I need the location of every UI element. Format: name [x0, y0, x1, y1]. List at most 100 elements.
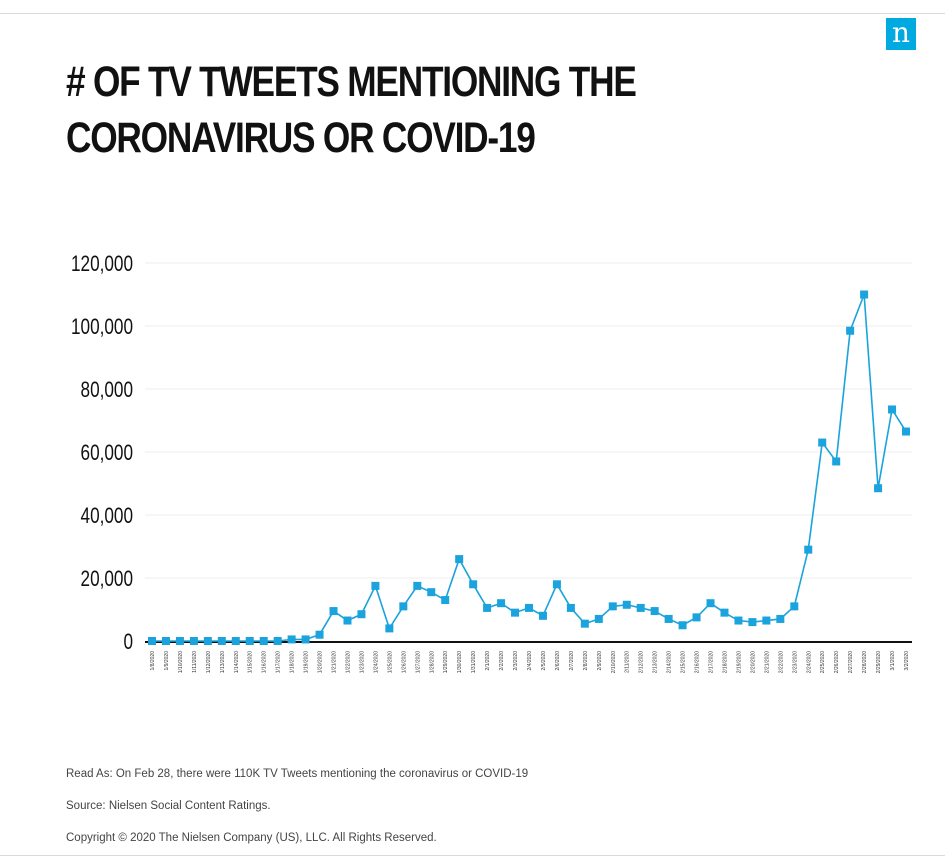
x-tick-label: 1/13/2020	[220, 651, 226, 673]
y-tick-label: 120,000	[71, 252, 133, 277]
title-line-2: CORONAVIRUS OR COVID-19	[66, 114, 536, 162]
x-tick-label: 1/19/2020	[304, 651, 310, 673]
x-tick-label: 1/27/2020	[415, 651, 421, 673]
x-tick-label: 1/25/2020	[387, 651, 393, 673]
data-point	[413, 581, 422, 590]
data-point	[580, 619, 589, 628]
x-tick-label: 2/12/2020	[639, 651, 645, 673]
series-line	[152, 294, 907, 642]
data-point	[650, 607, 659, 616]
y-tick-label: 100,000	[71, 315, 133, 340]
data-point	[497, 599, 506, 608]
x-tick-label: 1/10/2020	[178, 651, 184, 673]
line-chart: 020,00040,00060,00080,000100,000120,000 …	[71, 252, 912, 673]
x-tick-label: 1/29/2020	[443, 651, 449, 673]
data-point	[511, 608, 520, 617]
x-tick-label: 1/30/2020	[457, 651, 463, 673]
data-point	[804, 545, 813, 554]
data-point	[148, 637, 156, 645]
x-tick-label: 1/12/2020	[206, 651, 212, 673]
data-point	[664, 614, 673, 623]
x-tick-label: 2/18/2020	[722, 651, 728, 673]
x-tick-label: 1/16/2020	[262, 651, 268, 673]
y-tick-label: 40,000	[81, 504, 133, 529]
data-point	[608, 602, 617, 611]
gridlines	[145, 262, 912, 579]
x-tick-label: 1/9/2020	[164, 651, 170, 671]
x-tick-label: 1/31/2020	[471, 651, 477, 673]
x-tick-label: 2/9/2020	[597, 651, 603, 671]
x-tick-label: 1/21/2020	[332, 651, 338, 673]
x-tick-label: 2/11/2020	[625, 651, 631, 673]
data-point	[888, 405, 897, 414]
y-tick-label: 20,000	[81, 567, 133, 592]
data-point	[552, 580, 561, 589]
x-tick-label: 2/5/2020	[541, 651, 547, 671]
data-point	[692, 613, 701, 622]
data-point	[399, 602, 408, 611]
data-point	[259, 637, 268, 645]
x-tick-label: 1/14/2020	[234, 651, 240, 673]
x-tick-label: 2/13/2020	[653, 651, 659, 673]
data-point	[385, 624, 394, 633]
x-tick-label: 3/1/2020	[890, 651, 896, 671]
x-tick-label: 2/16/2020	[695, 651, 701, 673]
data-point	[846, 326, 855, 335]
data-point	[189, 637, 198, 645]
x-tick-label: 2/29/2020	[876, 651, 882, 673]
source-note: Source: Nielsen Social Content Ratings.	[66, 800, 271, 812]
x-tick-label: 1/26/2020	[401, 651, 407, 673]
y-tick-label: 80,000	[81, 378, 133, 403]
x-tick-label: 2/15/2020	[681, 651, 687, 673]
data-point	[217, 637, 226, 645]
data-point	[371, 581, 380, 590]
data-point	[483, 603, 492, 612]
x-tick-label: 2/25/2020	[820, 651, 826, 673]
data-point	[231, 637, 240, 645]
x-tick-label: 2/7/2020	[569, 651, 575, 671]
x-tick-label: 3/2/2020	[904, 651, 910, 671]
data-point	[874, 484, 883, 493]
x-tick-label: 2/8/2020	[583, 651, 589, 671]
chart-title: # OF TV TWEETS MENTIONING THE CORONAVIRU…	[66, 54, 771, 166]
x-tick-label: 2/17/2020	[709, 651, 715, 673]
data-point	[329, 607, 338, 616]
footer-notes: Read As: On Feb 28, there were 110K TV T…	[66, 760, 528, 856]
data-point	[538, 611, 547, 620]
data-point	[776, 614, 785, 623]
x-tick-label: 2/2/2020	[499, 651, 505, 671]
x-tick-label: 1/24/2020	[373, 651, 379, 673]
x-tick-label: 2/4/2020	[527, 651, 533, 671]
data-point	[343, 616, 352, 625]
bottom-divider	[0, 855, 945, 856]
x-tick-label: 2/20/2020	[750, 651, 756, 673]
x-tick-label: 1/11/2020	[192, 651, 198, 673]
data-point	[818, 438, 827, 447]
data-point	[357, 610, 366, 619]
x-tick-label: 1/17/2020	[276, 651, 282, 673]
data-point	[594, 614, 603, 623]
x-tick-label: 1/20/2020	[318, 651, 324, 673]
x-tick-label: 1/18/2020	[290, 651, 296, 673]
data-point	[315, 630, 324, 639]
y-tick-label: 0	[123, 630, 133, 655]
x-tick-label: 2/28/2020	[862, 651, 868, 673]
data-point	[273, 637, 282, 645]
data-point	[427, 588, 436, 597]
data-point	[469, 580, 478, 589]
data-point	[636, 603, 645, 612]
x-tick-label: 1/15/2020	[248, 651, 254, 673]
copyright-note: Copyright © 2020 The Nielsen Company (US…	[66, 832, 437, 844]
data-point	[622, 600, 631, 609]
x-tick-label: 2/10/2020	[611, 651, 617, 673]
data-point	[441, 596, 450, 605]
data-point	[720, 608, 729, 617]
x-tick-label: 2/19/2020	[736, 651, 742, 673]
data-point	[706, 599, 715, 608]
title-line-1: # OF TV TWEETS MENTIONING THE	[66, 58, 637, 106]
data-point	[175, 637, 184, 645]
data-point	[525, 603, 533, 612]
y-axis-ticks: 0 20,000 40,000 60,000 80,000 100,000 120,000	[71, 252, 133, 655]
x-tick-label: 2/26/2020	[834, 651, 840, 673]
data-point	[762, 616, 771, 625]
